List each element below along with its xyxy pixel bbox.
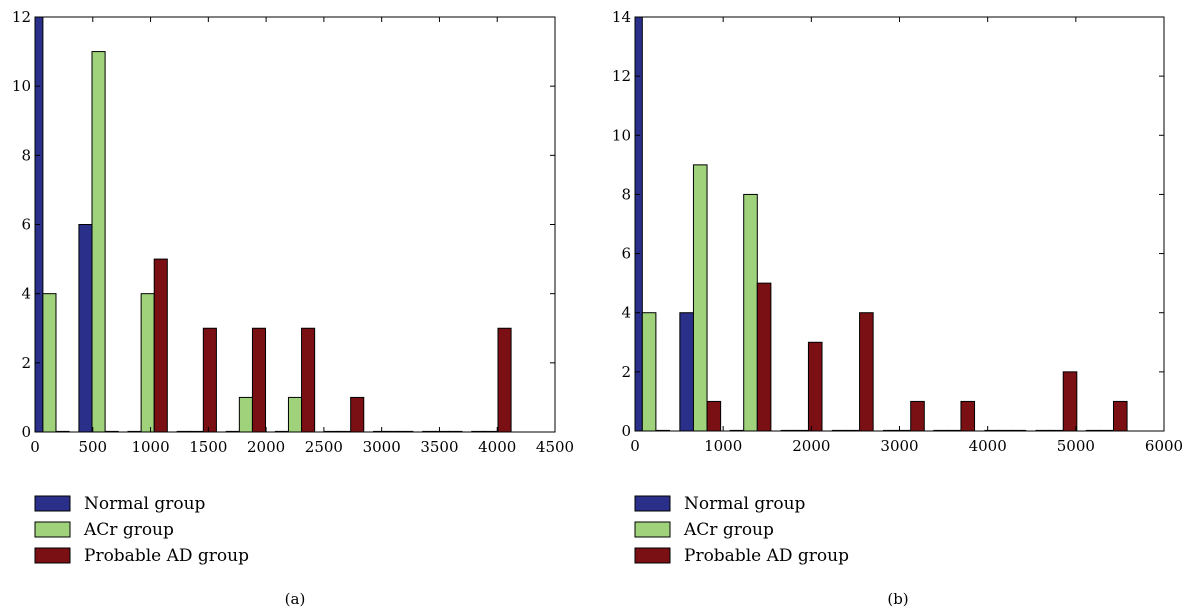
x-tick-label: 1000 <box>131 438 169 456</box>
bar <box>42 293 57 432</box>
y-tick-label: 12 <box>12 8 31 26</box>
x-tick-label: 500 <box>78 438 107 456</box>
x-tick-label: 5000 <box>1057 437 1095 455</box>
bar <box>1062 371 1078 431</box>
bar <box>910 400 925 431</box>
bar <box>287 396 303 432</box>
bars <box>635 17 1128 431</box>
bar <box>743 193 758 431</box>
chart-panel-1: 0 500 1000 1500 2000 2500 3000 3500 4000 4500 0 2 4 6… <box>12 8 574 608</box>
bar <box>91 51 106 432</box>
chart-panel-2: 0 1000 2000 3000 4000 5000 6000 0 2 4 6 8 10 12 14 Norm… <box>612 8 1183 608</box>
y-tick-label: 0 <box>21 423 31 441</box>
bar <box>78 224 93 432</box>
bar <box>679 312 694 431</box>
legend: Normal group ACr group Probable AD group <box>634 494 849 566</box>
legend-swatch <box>34 547 71 564</box>
y-tick-label: 10 <box>612 126 631 144</box>
y-tick-label: 6 <box>21 216 31 234</box>
bar <box>807 341 823 431</box>
bar <box>202 327 217 432</box>
legend: Normal group ACr group Probable AD group <box>34 494 249 566</box>
bar <box>1112 400 1128 431</box>
y-tick-label: 2 <box>621 363 631 381</box>
y-tick-label: 8 <box>621 185 631 203</box>
bar <box>692 164 708 431</box>
x-tick-label: 3000 <box>363 438 401 456</box>
x-tick-label: 4000 <box>969 437 1007 455</box>
x-tick-label: 1500 <box>189 438 227 456</box>
y-tick-label: 10 <box>12 77 31 95</box>
legend-swatch <box>34 521 71 538</box>
bar <box>756 282 772 431</box>
legend-swatch <box>34 495 71 512</box>
legend-label: ACr group <box>83 520 174 540</box>
bar <box>238 396 253 432</box>
plot-frame <box>34 16 556 433</box>
bar <box>153 258 168 432</box>
legend-label: Normal group <box>84 494 206 514</box>
bar <box>706 400 722 431</box>
panel-label: (a) <box>285 590 306 608</box>
x-tick-label: 2000 <box>247 438 285 456</box>
x-tick-label: 6000 <box>1145 437 1183 455</box>
x-tick-label: 3000 <box>880 437 918 455</box>
y-tick-label: 4 <box>621 304 631 322</box>
bar <box>350 396 365 432</box>
x-tick-label: 4500 <box>536 438 574 456</box>
x-tick-label: 1000 <box>704 437 742 455</box>
legend-label: Probable AD group <box>84 546 249 566</box>
plot-frame <box>634 16 1165 432</box>
x-tick-label: 2000 <box>792 437 830 455</box>
y-tick-label: 2 <box>21 354 31 372</box>
y-tick-label: 4 <box>21 285 31 303</box>
y-tick-label: 14 <box>612 8 631 26</box>
panel-label: (b) <box>887 590 908 608</box>
bar <box>960 400 976 431</box>
x-tick-label: 3500 <box>420 438 458 456</box>
legend-label: ACr group <box>683 520 774 540</box>
bar <box>251 327 267 432</box>
bar <box>301 327 316 432</box>
y-tick-label: 12 <box>612 67 631 85</box>
legend-swatch <box>634 495 671 512</box>
legend-swatch <box>634 547 671 564</box>
x-tick-label: 0 <box>630 437 640 455</box>
bar <box>859 312 874 431</box>
bar <box>140 293 155 432</box>
bar <box>635 17 643 431</box>
legend-label: Normal group <box>684 494 806 514</box>
bar <box>641 312 657 431</box>
y-tick-label: 6 <box>621 245 631 263</box>
y-tick-label: 8 <box>21 146 31 164</box>
y-tick-label: 0 <box>621 422 631 440</box>
x-tick-label: 2500 <box>305 438 343 456</box>
legend-label: Probable AD group <box>684 546 849 566</box>
bars <box>35 17 512 432</box>
x-tick-label: 0 <box>30 438 40 456</box>
bar <box>497 327 512 432</box>
legend-swatch <box>634 521 671 538</box>
x-tick-label: 4000 <box>478 438 516 456</box>
